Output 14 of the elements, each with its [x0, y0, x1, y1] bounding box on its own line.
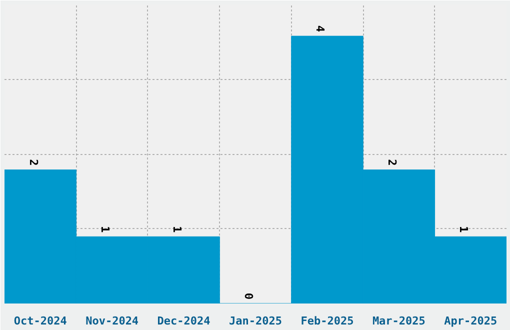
data-label: 1: [457, 226, 470, 234]
data-label: 1: [98, 226, 112, 234]
x-tick-label: Apr-2025: [444, 314, 498, 328]
x-tick-label: Oct-2024: [14, 314, 68, 328]
x-tick-label: Mar-2025: [372, 314, 426, 328]
x-tick-label: Nov-2024: [86, 314, 139, 328]
x-tick-label: Dec-2024: [157, 314, 211, 328]
data-label: 4: [314, 25, 327, 32]
data-label: 2: [385, 159, 398, 166]
data-label: 2: [26, 159, 40, 166]
x-tick-label: Feb-2025: [300, 314, 354, 328]
data-label: 0: [242, 292, 255, 300]
x-tick-label: Jan-2025: [229, 314, 282, 328]
data-label: 1: [170, 226, 184, 234]
